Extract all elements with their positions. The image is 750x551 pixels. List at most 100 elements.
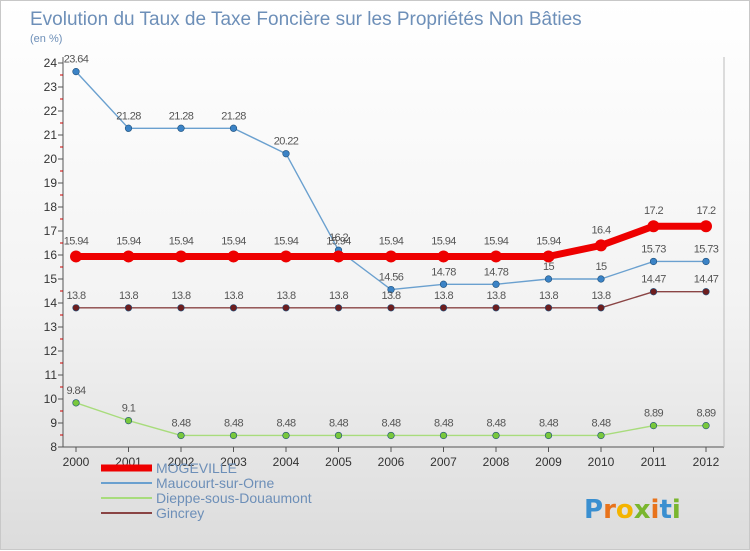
data-label-gincrey: 14.47 [694,274,719,286]
y-tick-label: 15 [44,272,58,286]
y-tick-label: 14 [44,296,58,310]
data-point-gincrey [439,304,448,312]
data-point-maucourt-sur-orne [492,280,500,288]
data-label-dieppe-sous-douaumont: 8.48 [539,417,558,429]
chart-title: Evolution du Taux de Taxe Foncière sur l… [30,9,582,30]
y-tick-label: 10 [44,392,58,406]
data-label-gincrey: 13.8 [171,290,190,302]
y-tick-label: 12 [44,344,58,358]
data-label-maucourt-sur-orne: 21.28 [221,110,246,122]
data-point-gincrey [387,304,395,312]
data-label-gincrey: 13.8 [329,290,348,302]
data-point-dieppe-sous-douaumont [177,431,185,440]
data-point-mogeville [700,220,712,233]
data-label-gincrey: 13.8 [276,290,295,302]
data-label-gincrey: 13.8 [224,290,243,302]
logo-letter: o [616,495,634,525]
data-point-mogeville [227,250,240,263]
data-label-mogeville: 15.94 [379,235,404,247]
data-label-gincrey: 13.8 [119,290,138,302]
data-label-maucourt-sur-orne: 21.28 [116,110,141,122]
x-tick-label: 2004 [273,455,300,469]
data-point-mogeville [175,250,187,263]
data-label-maucourt-sur-orne: 21.28 [169,110,194,122]
data-label-maucourt-sur-orne: 20.22 [274,136,299,148]
data-label-maucourt-sur-orne: 23.64 [64,54,89,66]
data-point-maucourt-sur-orne [544,275,553,283]
data-point-dieppe-sous-douaumont [282,431,290,440]
logo-letter: i [651,495,660,525]
series-layer [70,68,712,440]
data-point-dieppe-sous-douaumont [544,431,553,440]
data-label-gincrey: 13.8 [66,290,85,302]
x-tick-label: 2002 [168,455,195,469]
data-point-mogeville [490,250,502,263]
data-point-dieppe-sous-douaumont [387,431,395,440]
data-point-dieppe-sous-douaumont [492,431,500,440]
data-point-dieppe-sous-douaumont [124,417,133,425]
data-point-dieppe-sous-douaumont [72,399,80,407]
data-point-maucourt-sur-orne [439,280,448,288]
data-point-maucourt-sur-orne [597,275,605,283]
data-point-gincrey [124,304,133,312]
data-point-dieppe-sous-douaumont [597,431,605,440]
data-label-dieppe-sous-douaumont: 8.48 [434,417,453,429]
data-point-maucourt-sur-orne [124,124,133,132]
data-label-maucourt-sur-orne: 15 [543,261,555,273]
data-point-dieppe-sous-douaumont [649,422,658,430]
data-label-mogeville: 15.94 [274,235,299,247]
data-label-dieppe-sous-douaumont: 8.48 [171,417,190,429]
data-label-maucourt-sur-orne: 15 [595,261,607,273]
data-label-mogeville: 15.94 [326,235,351,247]
data-point-maucourt-sur-orne [72,68,80,76]
data-label-dieppe-sous-douaumont: 8.48 [381,417,400,429]
x-tick-label: 2009 [535,455,562,469]
y-tick-label: 8 [50,440,57,454]
data-label-mogeville: 15.94 [484,235,509,247]
data-point-maucourt-sur-orne [649,257,658,266]
x-tick-label: 2007 [430,455,457,469]
data-point-mogeville [122,250,135,263]
x-tick-label: 2006 [378,455,405,469]
data-label-gincrey: 14.47 [641,274,666,286]
data-label-mogeville: 17.2 [696,205,715,217]
data-point-mogeville [70,250,82,263]
data-point-mogeville [647,220,660,233]
data-label-dieppe-sous-douaumont: 9.1 [122,403,136,415]
x-tick-label: 2010 [588,455,615,469]
data-label-mogeville: 15.94 [169,235,194,247]
data-label-mogeville: 15.94 [64,235,89,247]
data-label-maucourt-sur-orne: 14.78 [484,266,509,278]
data-point-maucourt-sur-orne [702,257,710,266]
data-label-maucourt-sur-orne: 14.56 [379,272,404,284]
data-label-dieppe-sous-douaumont: 8.48 [224,417,243,429]
logo-letter: r [603,495,616,525]
data-point-maucourt-sur-orne [387,285,395,294]
x-tick-label: 2011 [641,455,667,469]
legend-label-gincrey: Gincrey [156,505,204,521]
data-label-mogeville: 15.94 [536,235,561,247]
data-point-maucourt-sur-orne [177,124,185,132]
data-label-gincrey: 13.8 [381,290,400,302]
data-point-mogeville [595,239,607,252]
y-tick-label: 18 [44,200,58,214]
y-tick-label: 21 [44,128,58,142]
data-label-mogeville: 17.2 [644,205,663,217]
y-tick-label: 13 [44,320,58,334]
logo-letter: t [659,495,671,525]
data-label-maucourt-sur-orne: 15.73 [694,243,719,255]
logo-letter: P [584,495,603,525]
data-label-maucourt-sur-orne: 14.78 [431,266,456,278]
data-label-dieppe-sous-douaumont: 8.48 [329,417,348,429]
data-point-mogeville [332,250,345,263]
data-label-gincrey: 13.8 [434,290,453,302]
x-tick-label: 2008 [483,455,510,469]
data-point-dieppe-sous-douaumont [229,431,238,440]
y-tick-label: 11 [45,368,58,382]
data-label-mogeville: 15.94 [221,235,246,247]
y-tick-label: 17 [44,224,58,238]
y-tick-label: 20 [44,152,58,166]
data-point-mogeville [542,250,555,263]
data-label-gincrey: 13.8 [539,290,558,302]
